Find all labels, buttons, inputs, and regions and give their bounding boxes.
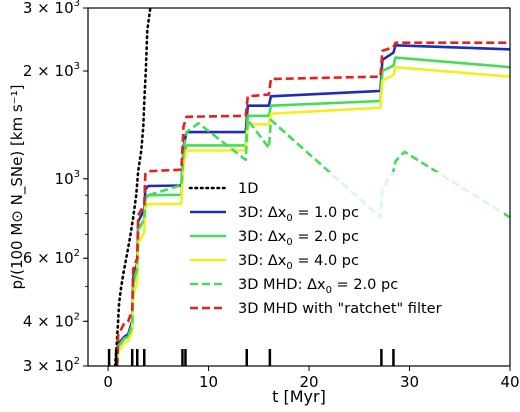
x-tick-label-3: 30 (400, 373, 419, 391)
y-tick-label-base-5: 3 × 10 (23, 0, 74, 17)
y-tick-label-base-2: 6 × 10 (23, 249, 74, 267)
y-tick-label-0: 3 × 102 (23, 356, 80, 375)
legend-label-2-part-0: 3D: Δx (238, 229, 287, 245)
y-tick-label-exponent-5: 3 (74, 0, 80, 9)
legend-label-0: 1D (238, 181, 258, 197)
y-tick-label-5: 3 × 103 (23, 0, 80, 17)
x-tick-label-4: 40 (500, 373, 519, 391)
legend-label-3: 3D: Δx0 = 4.0 pc (238, 253, 359, 272)
x-tick-label-0: 0 (103, 373, 113, 391)
y-tick-label-exponent-3: 3 (74, 169, 80, 180)
legend-label-1: 3D: Δx0 = 1.0 pc (238, 205, 359, 224)
y-tick-label-exponent-1: 2 (74, 311, 80, 322)
y-tick-label-1: 4 × 102 (23, 311, 80, 330)
legend-label-4: 3D MHD: Δx0 = 2.0 pc (238, 277, 398, 296)
legend-label-2: 3D: Δx0 = 2.0 pc (238, 229, 359, 248)
series-line-0 (113, 8, 152, 366)
legend-label-4-part-1: 0 (326, 285, 332, 296)
supernova-ticks (107, 349, 395, 366)
y-tick-label-exponent-0: 2 (74, 356, 80, 367)
x-tick-label-2: 20 (300, 373, 319, 391)
legend-label-2-part-2: = 2.0 pc (293, 229, 359, 245)
legend-label-4-part-0: 3D MHD: Δx (238, 277, 326, 293)
y-tick-label-base-3: 10 (55, 170, 74, 188)
y-tick-label-exponent-2: 2 (74, 248, 80, 259)
legend-label-4-part-2: = 2.0 pc (332, 277, 398, 293)
legend-background (184, 172, 504, 324)
y-tick-label-base-4: 2 × 10 (23, 62, 74, 80)
x-axis-label: t [Myr] (272, 387, 326, 406)
legend-label-5: 3D MHD with "ratchet" filter (238, 301, 442, 317)
legend-label-3-part-2: = 4.0 pc (293, 253, 359, 269)
legend-label-1-part-0: 3D: Δx (238, 205, 287, 221)
plot-frame (87, 7, 511, 367)
legend-label-3-part-1: 0 (286, 261, 292, 272)
y-tick-label-4: 2 × 103 (23, 61, 80, 80)
x-axis: 0 10 20 30 40 (103, 366, 520, 391)
y-tick-label-base-1: 4 × 10 (23, 312, 74, 330)
y-tick-label-3: 103 (55, 169, 80, 188)
series-line-5 (115, 41, 510, 366)
y-tick-label-exponent-4: 3 (74, 61, 80, 72)
legend-label-3-part-0: 3D: Δx (238, 253, 287, 269)
y-axis-label: p/(100 M⊙ N_SNe) [km s⁻¹] (8, 85, 27, 290)
legend-label-1-part-1: 0 (286, 213, 292, 224)
series-layer (113, 8, 510, 366)
legend-label-1-part-2: = 1.0 pc (293, 205, 359, 221)
legend-label-2-part-1: 0 (286, 237, 292, 248)
x-tick-label-1: 10 (199, 373, 218, 391)
y-tick-label-base-0: 3 × 10 (23, 357, 74, 375)
y-tick-label-2: 6 × 102 (23, 248, 80, 267)
series-line-3 (115, 65, 510, 366)
